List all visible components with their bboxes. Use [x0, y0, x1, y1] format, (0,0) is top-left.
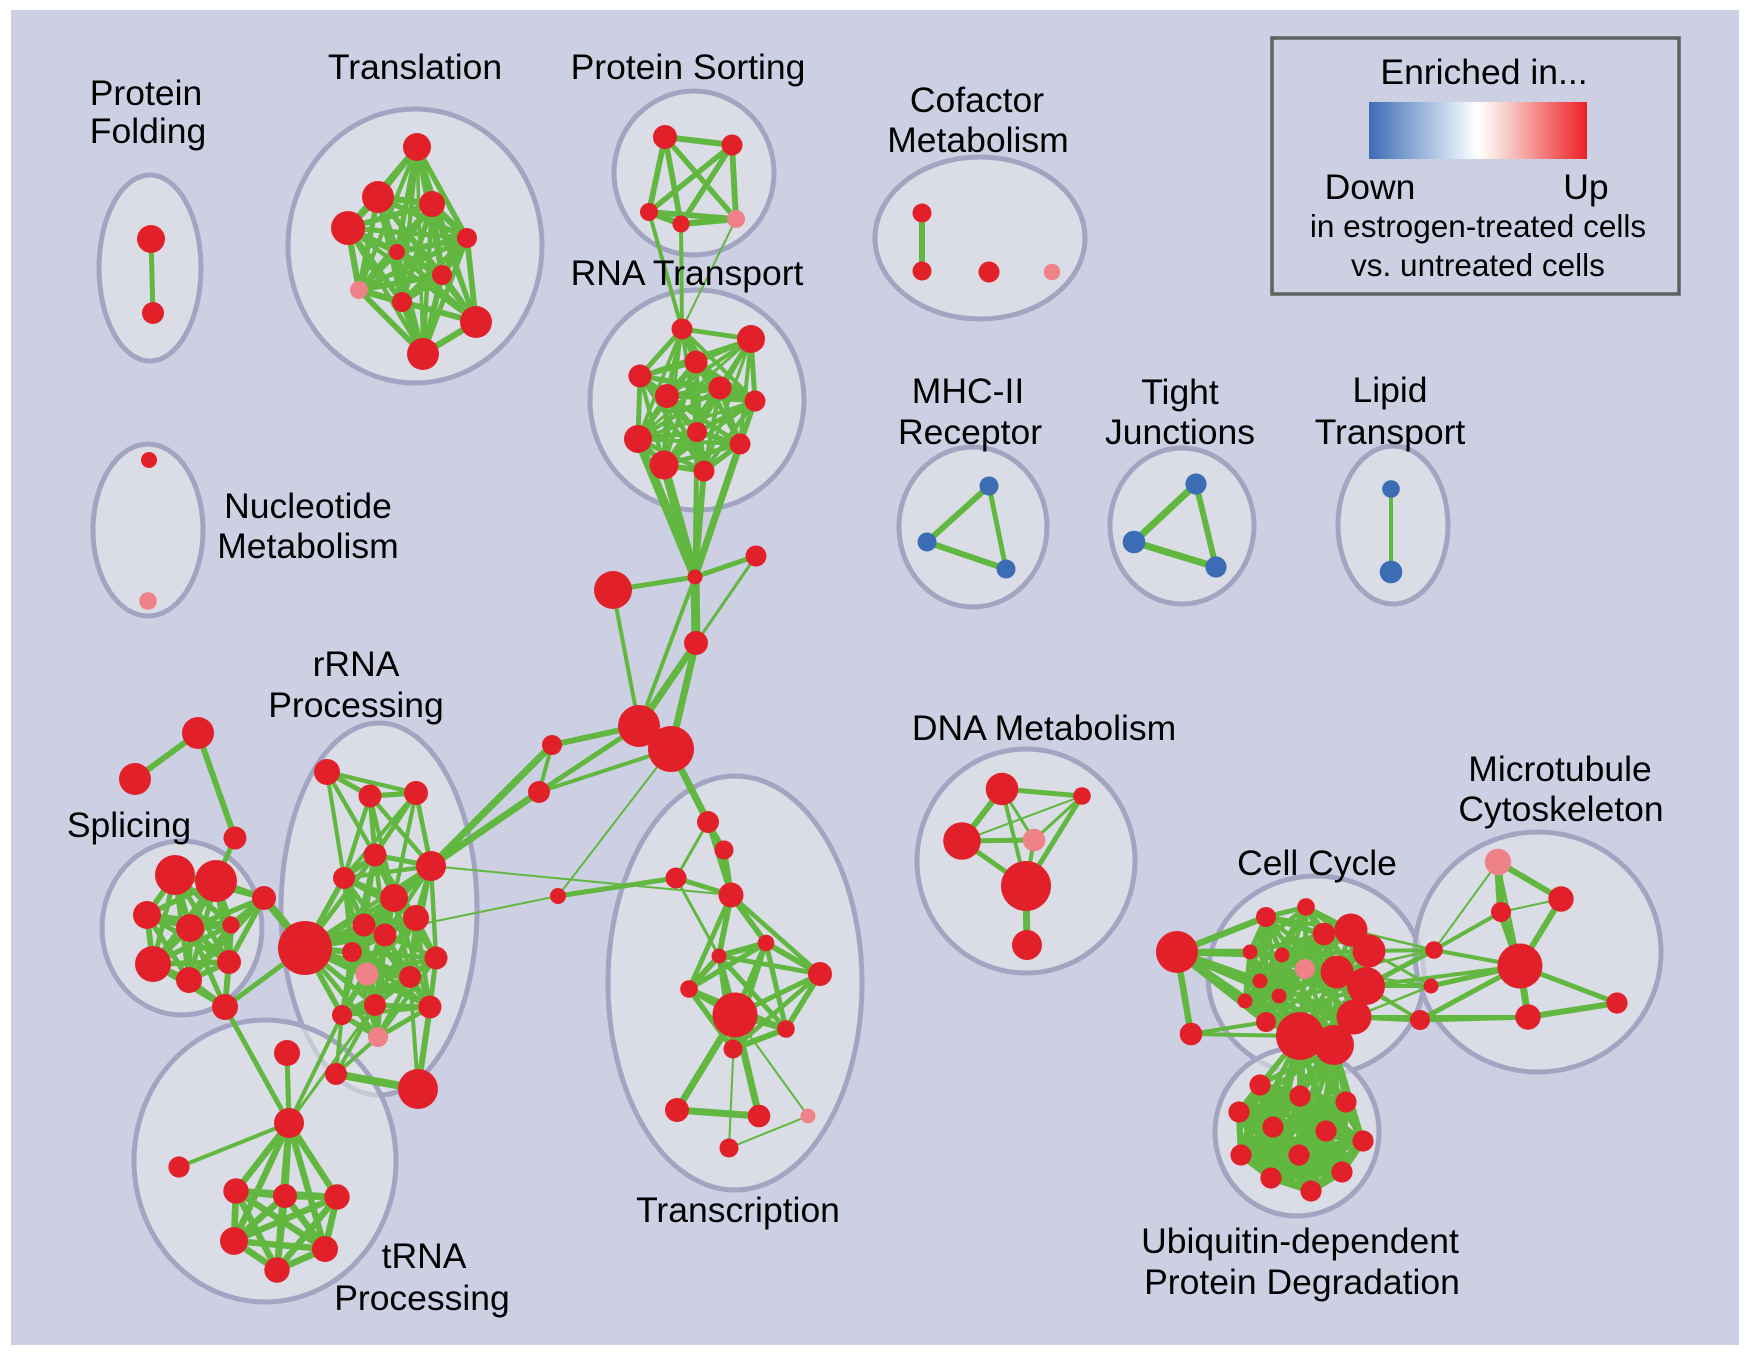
- svg-text:vs. untreated cells: vs. untreated cells: [1351, 247, 1605, 283]
- svg-text:Transcription: Transcription: [636, 1190, 840, 1230]
- svg-text:Ubiquitin-dependent: Ubiquitin-dependent: [1141, 1221, 1459, 1261]
- svg-text:Nucleotide: Nucleotide: [224, 486, 392, 526]
- svg-text:Receptor: Receptor: [898, 412, 1042, 452]
- svg-text:Enriched in...: Enriched in...: [1380, 52, 1587, 92]
- svg-text:tRNA: tRNA: [382, 1236, 467, 1276]
- svg-text:Protein Degradation: Protein Degradation: [1144, 1262, 1460, 1302]
- svg-text:Cell Cycle: Cell Cycle: [1237, 843, 1397, 883]
- svg-text:rRNA: rRNA: [313, 644, 400, 684]
- svg-text:Metabolism: Metabolism: [887, 120, 1069, 160]
- svg-text:MHC-II: MHC-II: [912, 371, 1024, 411]
- svg-text:Processing: Processing: [268, 685, 444, 725]
- svg-text:Translation: Translation: [328, 47, 502, 87]
- svg-text:Down: Down: [1325, 167, 1416, 207]
- svg-text:Cofactor: Cofactor: [910, 80, 1044, 120]
- svg-text:Up: Up: [1563, 167, 1608, 207]
- svg-text:RNA Transport: RNA Transport: [571, 253, 804, 293]
- svg-text:Transport: Transport: [1315, 412, 1466, 452]
- svg-text:Protein Sorting: Protein Sorting: [571, 47, 806, 87]
- svg-text:Processing: Processing: [334, 1278, 510, 1318]
- svg-text:Splicing: Splicing: [67, 805, 191, 845]
- svg-text:Junctions: Junctions: [1105, 412, 1255, 452]
- svg-text:Folding: Folding: [90, 111, 206, 151]
- svg-text:Tight: Tight: [1141, 372, 1219, 412]
- svg-text:Microtubule: Microtubule: [1468, 749, 1652, 789]
- svg-text:in estrogen-treated cells: in estrogen-treated cells: [1310, 208, 1646, 244]
- svg-text:DNA Metabolism: DNA Metabolism: [912, 708, 1176, 748]
- svg-text:Cytoskeleton: Cytoskeleton: [1458, 789, 1663, 829]
- svg-text:Lipid: Lipid: [1352, 370, 1427, 410]
- svg-text:Protein: Protein: [90, 73, 202, 113]
- svg-text:Metabolism: Metabolism: [217, 526, 399, 566]
